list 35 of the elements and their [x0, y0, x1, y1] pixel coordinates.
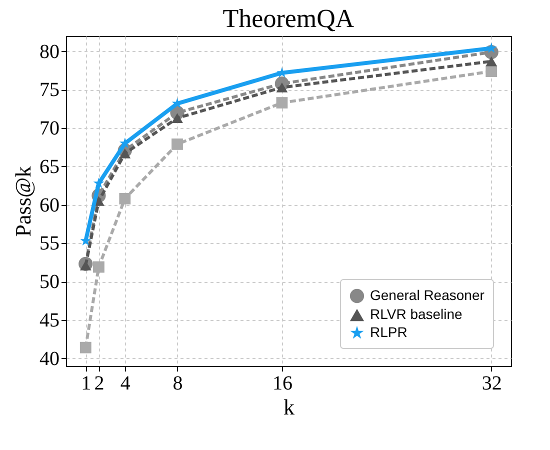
y-tick-label: 50: [40, 271, 60, 294]
legend-label: General Reasoner: [370, 287, 485, 303]
point: [93, 261, 104, 273]
y-tick-label: 70: [40, 118, 60, 140]
point: [172, 138, 183, 150]
point: [486, 56, 498, 66]
point: [80, 260, 92, 270]
x-tick-label: 1: [81, 372, 92, 394]
x-tick-label: 16: [272, 372, 292, 394]
point: [119, 192, 131, 204]
point: [172, 113, 183, 124]
x-tick-label: 2: [94, 372, 104, 394]
point: [119, 138, 130, 148]
y-tick-label: 75: [40, 79, 60, 102]
point: [276, 82, 288, 92]
legend-label: RLPR: [370, 324, 408, 340]
y-axis-title: Pass@k: [10, 166, 36, 237]
x-tick-label: 32: [482, 372, 502, 394]
point: [276, 97, 288, 108]
point: [486, 66, 498, 78]
y-tick-label: 40: [40, 348, 60, 370]
x-axis-title: k: [284, 394, 294, 420]
point: [93, 178, 104, 188]
chart-title: TheoremQA: [222, 4, 354, 33]
x-tick-label: 8: [172, 372, 183, 394]
legend-label: RLVR baseline: [370, 306, 463, 322]
point: [486, 42, 497, 53]
x-tick-label: 4: [120, 372, 130, 394]
y-tick-label: 65: [40, 156, 60, 178]
y-tick-label: 55: [40, 232, 60, 255]
y-tick-label: 80: [40, 40, 60, 63]
y-tick-label: 45: [40, 309, 60, 332]
point: [119, 148, 131, 158]
point: [80, 342, 92, 354]
y-tick-label: 60: [40, 194, 60, 216]
